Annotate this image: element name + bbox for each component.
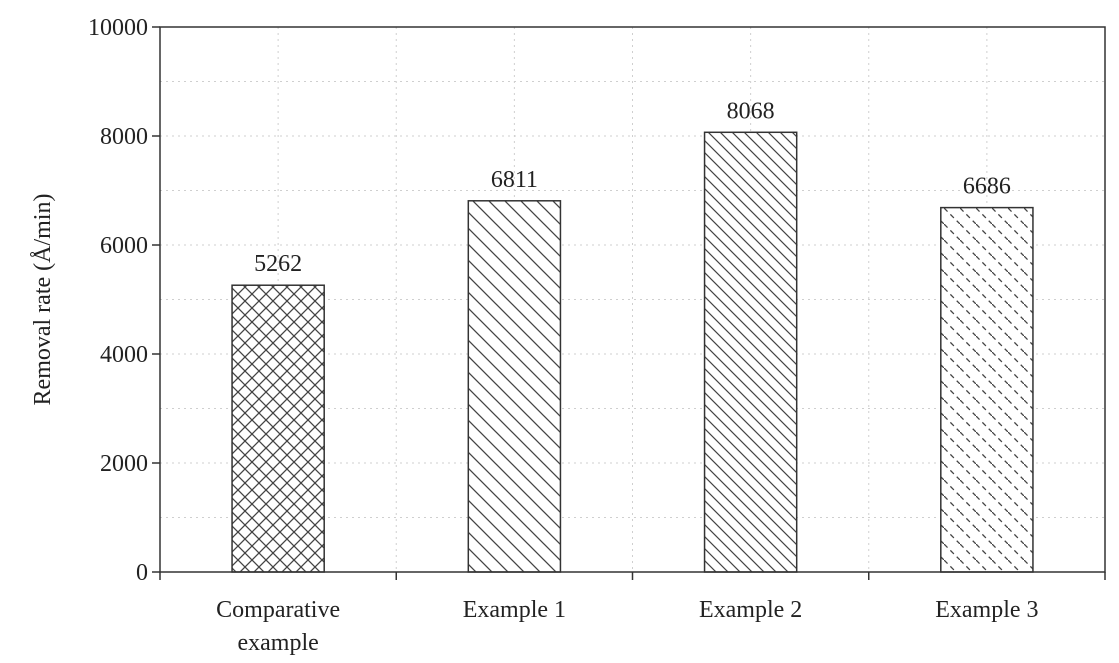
data-label: 8068 xyxy=(727,98,775,124)
y-tick-label: 4000 xyxy=(100,342,148,368)
y-tick-label: 6000 xyxy=(100,233,148,259)
y-tick-label: 0 xyxy=(136,560,148,586)
data-label: 6686 xyxy=(963,174,1011,200)
x-axis: Comparative example Example 1 Example 2 Exam… xyxy=(160,572,1105,656)
y-tick-label: 2000 xyxy=(100,451,148,477)
y-axis: 0 2000 4000 6000 8000 10000 xyxy=(88,15,160,586)
x-category-label: Example 2 xyxy=(699,597,802,623)
y-tick-label: 8000 xyxy=(100,124,148,150)
x-category-label: Example 3 xyxy=(935,597,1038,623)
data-label: 6811 xyxy=(491,167,538,193)
x-category-label: example xyxy=(237,630,318,656)
x-category-label: Comparative xyxy=(216,597,340,623)
bar-4 xyxy=(941,208,1033,572)
y-tick-label: 10000 xyxy=(88,15,148,41)
data-label: 5262 xyxy=(254,251,302,277)
bar-1 xyxy=(232,285,324,572)
bar-3 xyxy=(705,132,797,572)
y-axis-title: Removal rate (Å/min) xyxy=(30,194,56,406)
x-category-label: Example 1 xyxy=(463,597,566,623)
bar-2 xyxy=(468,201,560,572)
